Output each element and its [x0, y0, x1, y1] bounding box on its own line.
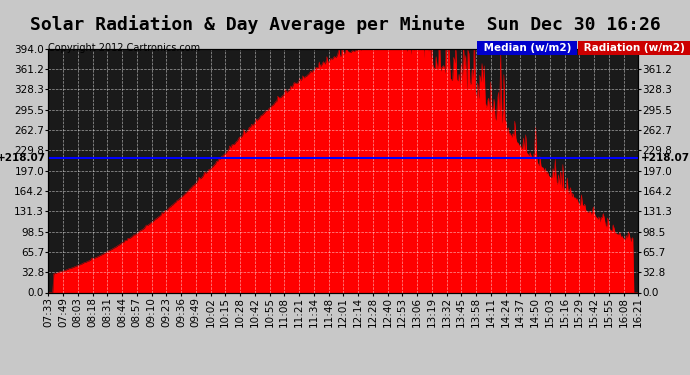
Text: +218.07: +218.07 — [0, 153, 46, 163]
Text: Radiation (w/m2): Radiation (w/m2) — [580, 43, 688, 53]
Text: Copyright 2012 Cartronics.com: Copyright 2012 Cartronics.com — [48, 43, 200, 53]
Text: Median (w/m2): Median (w/m2) — [480, 43, 575, 53]
Text: Solar Radiation & Day Average per Minute  Sun Dec 30 16:26: Solar Radiation & Day Average per Minute… — [30, 15, 660, 34]
Text: +218.07: +218.07 — [641, 153, 690, 163]
